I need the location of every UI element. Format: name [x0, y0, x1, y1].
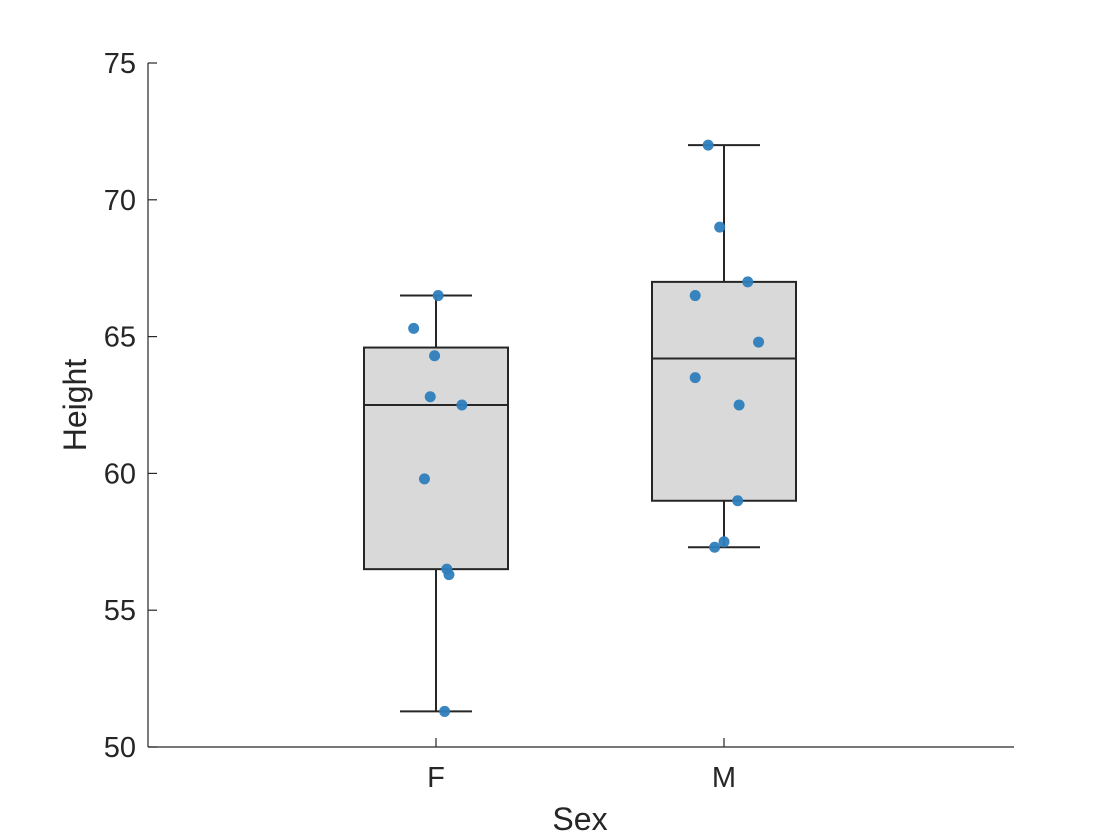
y-tick-label: 70 [104, 185, 136, 217]
data-point-m [714, 221, 726, 233]
plot-area [363, 139, 797, 717]
data-point-f [443, 569, 455, 581]
data-point-m [742, 276, 754, 288]
data-point-f [418, 473, 430, 485]
data-point-m [753, 336, 765, 348]
data-point-m [718, 536, 730, 548]
data-point-f [456, 399, 468, 411]
data-point-f [408, 322, 420, 334]
y-tick-label: 55 [104, 595, 136, 627]
data-point-m [689, 372, 701, 384]
data-point-f [439, 705, 451, 717]
data-point-m [732, 495, 744, 507]
y-axis-title: Height [57, 359, 93, 452]
data-point-f [424, 391, 436, 403]
axes: 50 55 60 65 70 75 F M [104, 48, 1014, 794]
y-tick-label: 65 [104, 322, 136, 354]
data-point-m [733, 399, 745, 411]
y-tick-label: 60 [104, 458, 136, 490]
x-tick-label-m: M [712, 762, 736, 794]
data-point-m [689, 290, 701, 302]
box-m [651, 280, 797, 502]
box-f [363, 346, 509, 571]
y-tick-label: 75 [104, 48, 136, 80]
data-point-f [432, 290, 444, 302]
y-tick-label: 50 [104, 732, 136, 764]
x-axis-title: Sex [552, 801, 607, 837]
data-point-m [709, 541, 721, 553]
data-point-m [702, 139, 714, 151]
data-point-f [429, 350, 441, 362]
x-tick-label-f: F [427, 762, 445, 794]
